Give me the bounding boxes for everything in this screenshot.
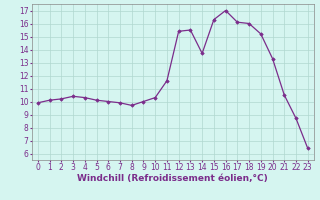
X-axis label: Windchill (Refroidissement éolien,°C): Windchill (Refroidissement éolien,°C) [77,174,268,183]
